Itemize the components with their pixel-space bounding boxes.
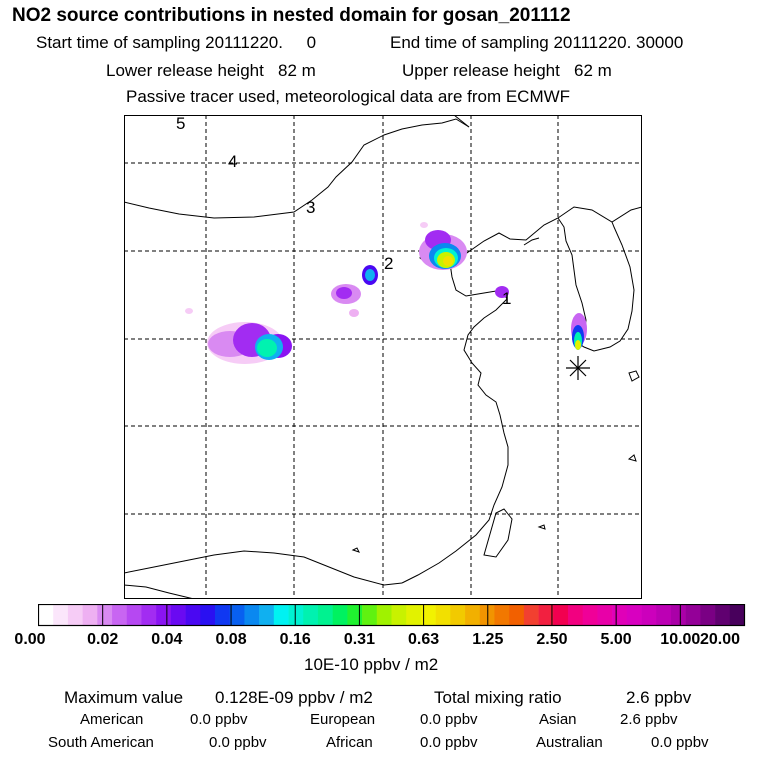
colorbar-cell (200, 604, 216, 626)
colorbar-cell (229, 604, 245, 626)
colorbar-tick-label: 0.02 (87, 631, 119, 648)
colorbar-cell (126, 604, 142, 626)
colorbar-tick-label: 20.00 (699, 631, 741, 648)
colorbar-cell (170, 604, 186, 626)
trajectory-label-2: 2 (384, 254, 393, 273)
region-label-african: African (326, 734, 373, 751)
colorbar-cell (568, 604, 584, 626)
colorbar-cell (97, 604, 113, 626)
colorbar-cell (420, 604, 436, 626)
upper-release-height-text: Upper release height 62 m (402, 61, 612, 80)
colorbar-cell (332, 604, 348, 626)
colorbar-cell (273, 604, 289, 626)
colorbar-cell (391, 604, 407, 626)
colorbar-cell (597, 604, 613, 626)
colorbar-cell (244, 604, 260, 626)
colorbar-cell (729, 604, 745, 626)
region-value-european: 0.0 ppbv (420, 711, 478, 728)
colorbar-cell (450, 604, 466, 626)
colorbar-cell (362, 604, 378, 626)
colorbar-cell (185, 604, 201, 626)
region-value-african: 0.0 ppbv (420, 734, 478, 751)
colorbar-cell (53, 604, 69, 626)
colorbar-unit: 10E-10 ppbv / m2 (304, 655, 439, 674)
colorbar-cell (612, 604, 628, 626)
colorbar-cell (347, 604, 363, 626)
colorbar-cell (38, 604, 54, 626)
map-frame (124, 115, 642, 599)
region-value-south-american: 0.0 ppbv (209, 734, 267, 751)
grid-lines (124, 115, 642, 599)
map-panel: 5 4 3 2 1 (124, 115, 642, 599)
lower-release-height-text: Lower release height 82 m (106, 61, 316, 80)
region-value-asian: 2.6 ppbv (620, 711, 678, 728)
max-value: 0.128E-09 ppbv / m2 (215, 688, 373, 707)
colorbar-cell (670, 604, 686, 626)
colorbar-tick-label: 0.00 (14, 631, 46, 648)
colorbar-cell (656, 604, 672, 626)
trajectory-label-5: 5 (176, 115, 185, 133)
trajectory-label-4: 4 (228, 152, 237, 171)
colorbar-tick-label: 1.25 (472, 631, 504, 648)
total-mixing-ratio-label: Total mixing ratio (434, 688, 562, 707)
colorbar-tick-label: 0.16 (279, 631, 311, 648)
region-label-european: European (310, 711, 376, 728)
colorbar-cells (38, 604, 745, 626)
colorbar-cell (626, 604, 642, 626)
colorbar-tick-label: 0.63 (408, 631, 440, 648)
colorbar-cell (523, 604, 539, 626)
colorbar-cell (479, 604, 495, 626)
colorbar-cell (700, 604, 716, 626)
colorbar-cell (141, 604, 157, 626)
max-value-label: Maximum value (64, 688, 184, 707)
colorbar-cell (465, 604, 481, 626)
region-label-asian: Asian (539, 711, 577, 728)
total-mixing-ratio-value: 2.6 ppbv (626, 688, 692, 707)
colorbar-tick-label: 5.00 (600, 631, 632, 648)
colorbar-cell (538, 604, 554, 626)
region-label-south-american: South American (48, 734, 154, 751)
region-value-american: 0.0 ppbv (190, 711, 248, 728)
colorbar-cell (82, 604, 98, 626)
colorbar-cell (509, 604, 525, 626)
colorbar-cell (435, 604, 451, 626)
colorbar-cell (317, 604, 333, 626)
colorbar-cell (215, 604, 231, 626)
colorbar-tick-label: 0.08 (215, 631, 247, 648)
colorbar-cell (553, 604, 569, 626)
concentration-plumes (185, 222, 587, 364)
colorbar-tick-label: 0.31 (343, 631, 375, 648)
receptor-marker-asterisk (566, 356, 590, 380)
region-label-australian: Australian (536, 734, 603, 751)
colorbar-cell (259, 604, 275, 626)
colorbar-cell (112, 604, 128, 626)
region-label-american: American (80, 711, 144, 728)
start-time-text: Start time of sampling 20111220. 0 (36, 33, 317, 52)
colorbar-cell (582, 604, 598, 626)
colorbar-cell (715, 604, 731, 626)
colorbar-cell (494, 604, 510, 626)
colorbar-cell (303, 604, 319, 626)
colorbar-tick-label: 10.00 (660, 631, 701, 648)
colorbar-cell (641, 604, 657, 626)
colorbar (38, 604, 746, 627)
trajectory-label-3: 3 (306, 198, 315, 217)
map-title: NO2 source contributions in nested domai… (12, 5, 571, 26)
trajectory-label-1: 1 (502, 289, 511, 308)
tracer-note-text: Passive tracer used, meteorological data… (126, 87, 571, 106)
end-time-text: End time of sampling 20111220. 30000 (390, 33, 684, 52)
colorbar-cell (406, 604, 422, 626)
colorbar-cell (156, 604, 172, 626)
colorbar-cell (685, 604, 701, 626)
colorbar-cell (67, 604, 83, 626)
colorbar-tick-label: 2.50 (536, 631, 568, 648)
colorbar-cell (376, 604, 392, 626)
colorbar-tick-label: 0.04 (151, 631, 183, 648)
region-value-australian: 0.0 ppbv (651, 734, 709, 751)
colorbar-cell (288, 604, 304, 626)
colorbar-separators (102, 604, 681, 626)
